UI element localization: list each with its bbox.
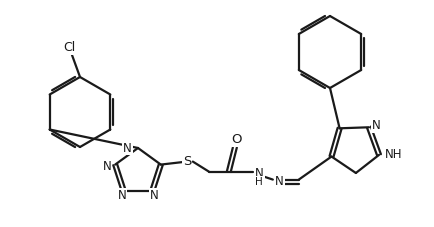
Text: N: N (149, 189, 158, 202)
Text: N: N (254, 167, 263, 180)
Text: H: H (254, 177, 262, 187)
Text: N: N (371, 119, 380, 132)
Text: Cl: Cl (63, 40, 75, 54)
Text: N: N (102, 160, 111, 173)
Text: N: N (123, 141, 132, 155)
Text: NH: NH (384, 148, 401, 161)
Text: O: O (231, 133, 241, 146)
Text: S: S (182, 155, 191, 168)
Text: N: N (274, 175, 283, 188)
Text: N: N (117, 189, 126, 202)
